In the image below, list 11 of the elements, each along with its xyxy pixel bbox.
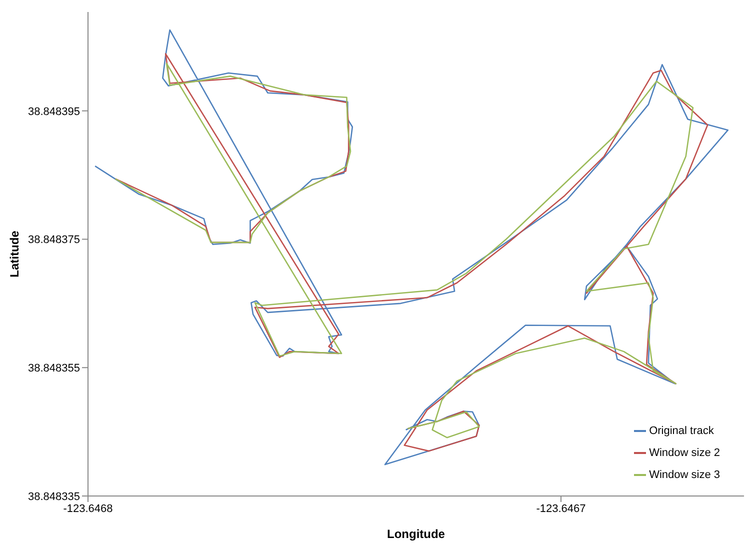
x-axis-title: Longitude bbox=[387, 527, 446, 541]
y-axis-title: Latitude bbox=[7, 230, 22, 278]
x-tick-label: -123.6467 bbox=[536, 502, 586, 515]
legend-label: Window size 3 bbox=[649, 468, 720, 483]
y-tick-label: 38.848375 bbox=[28, 234, 80, 246]
legend-label: Original track bbox=[649, 424, 714, 439]
y-tick-label: 38.848355 bbox=[28, 362, 80, 375]
y-tick-label: 38.848335 bbox=[28, 490, 80, 503]
y-tick-label: 38.848395 bbox=[28, 106, 80, 118]
x-tick-label: -123.6468 bbox=[63, 502, 113, 515]
legend-label: Window size 2 bbox=[649, 446, 720, 461]
